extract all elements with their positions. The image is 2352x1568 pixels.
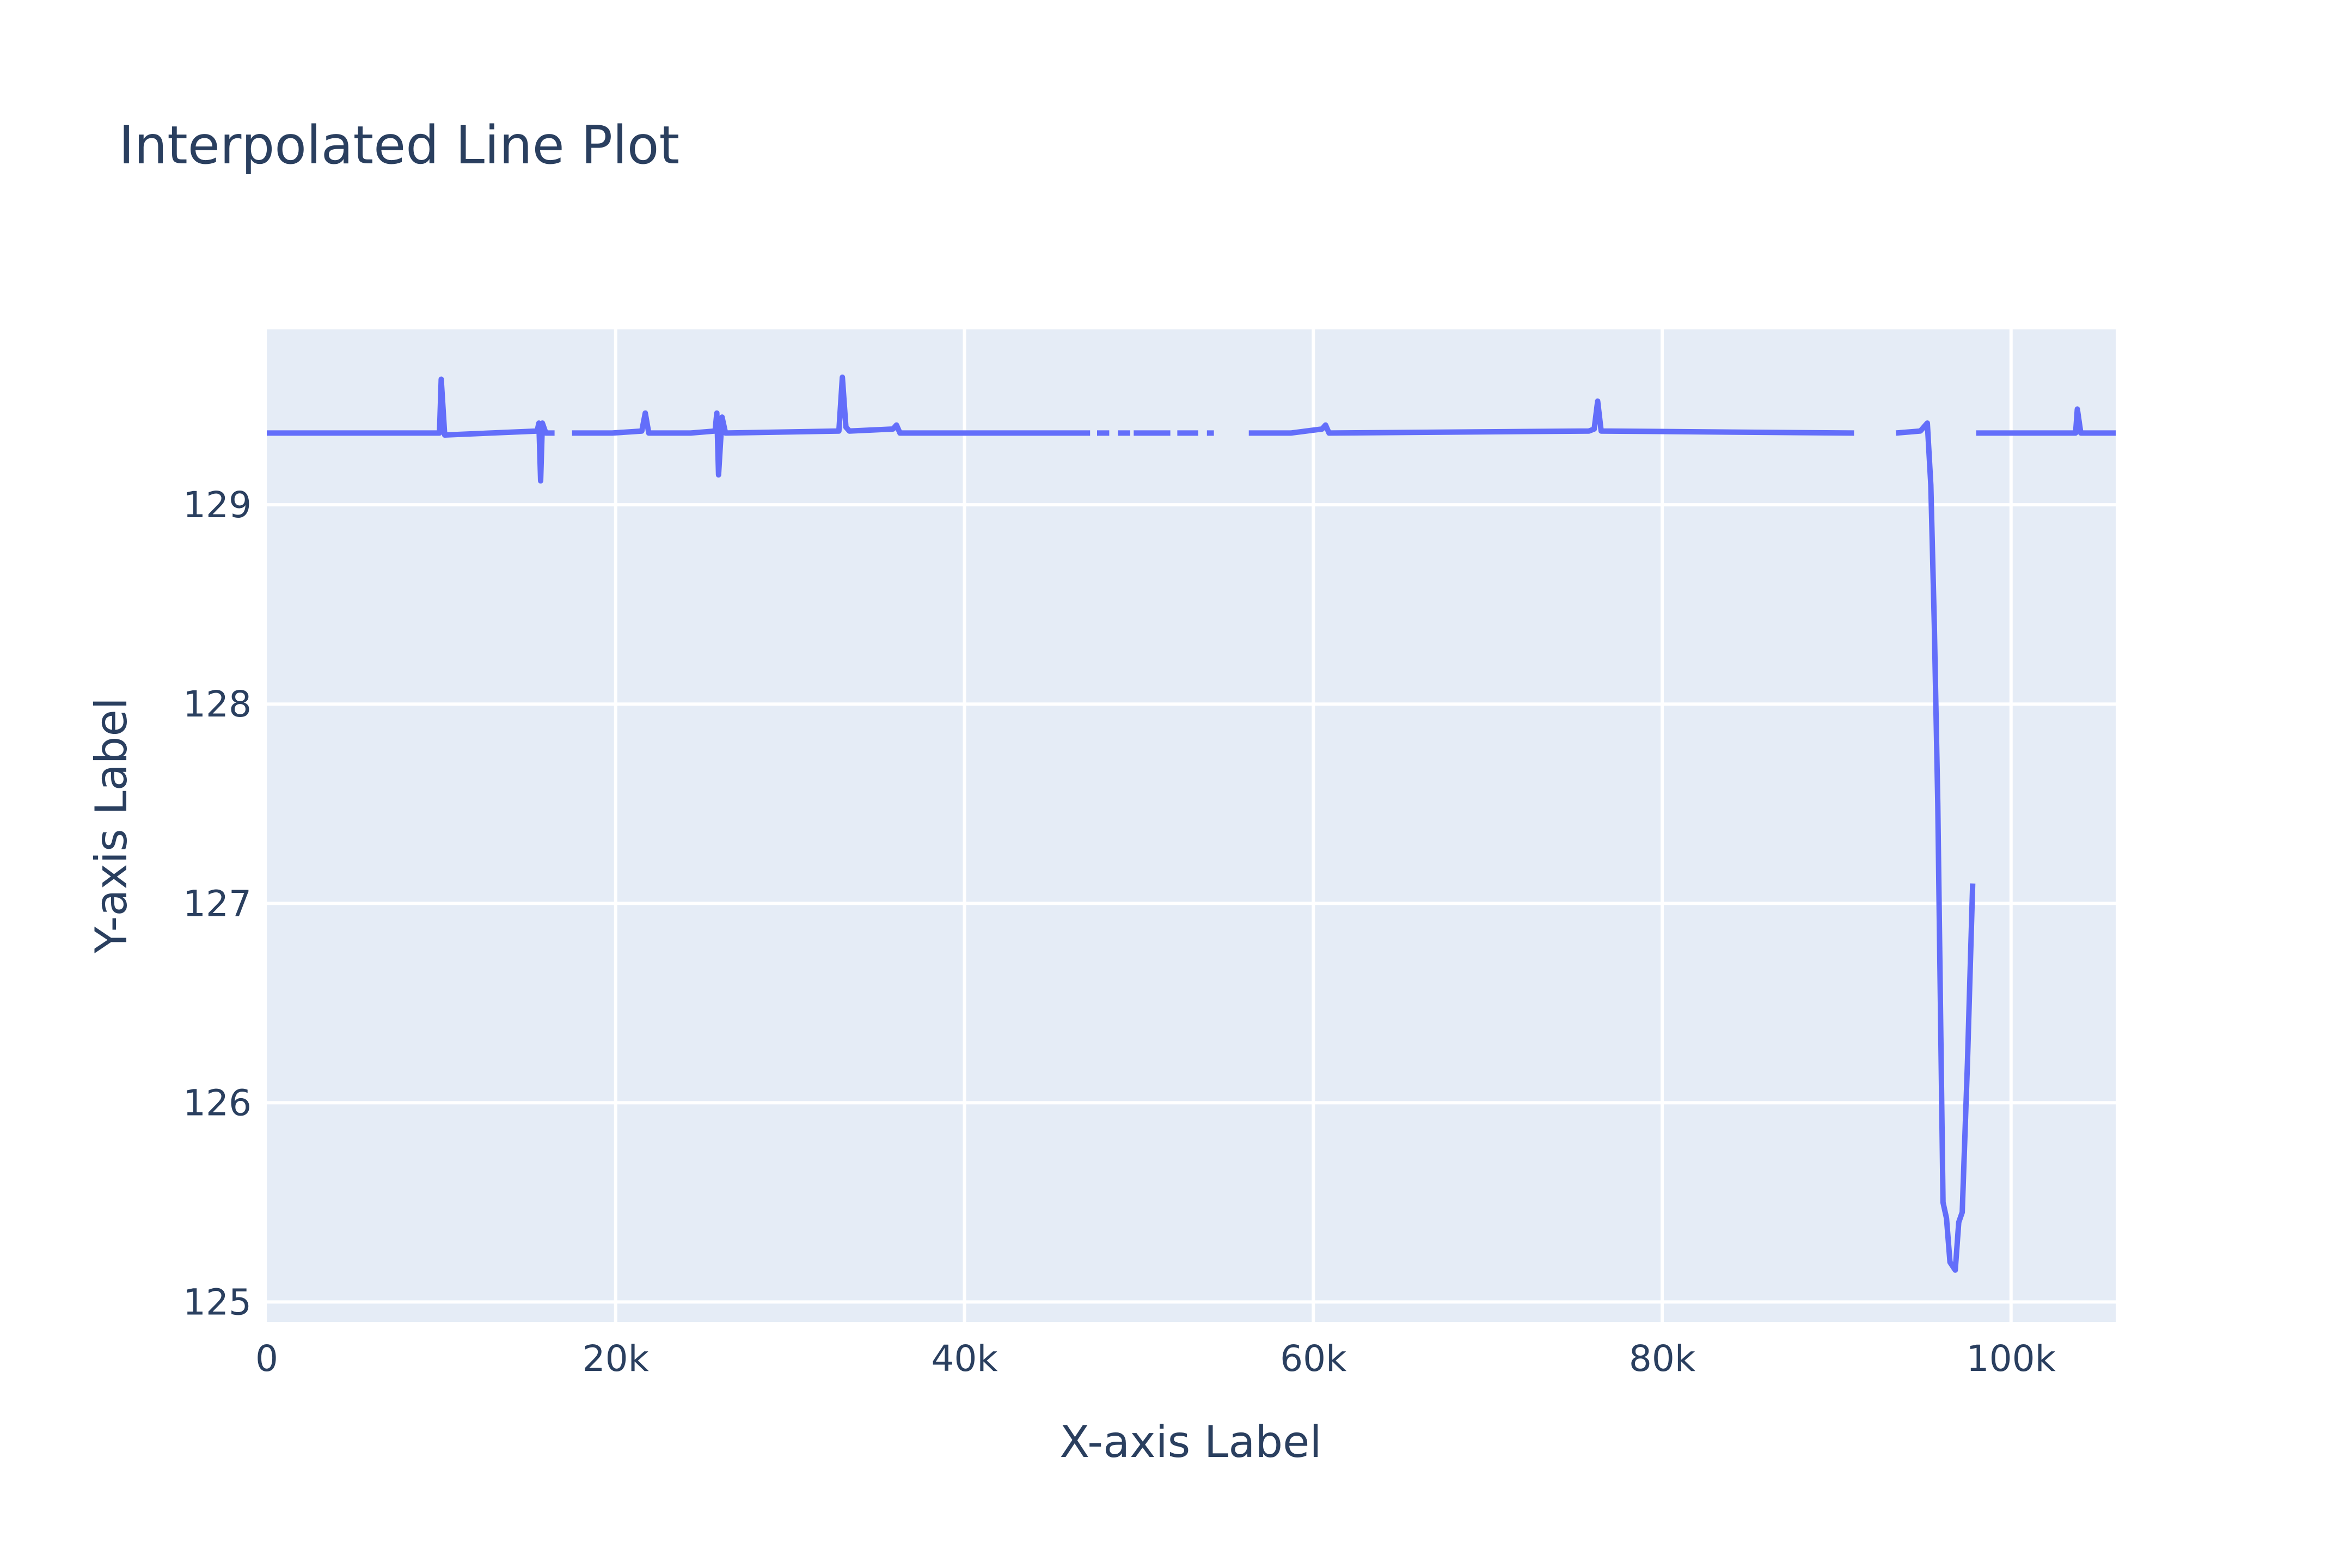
y-tick-label: 129 xyxy=(183,484,252,526)
series-line xyxy=(267,374,2116,1273)
y-tick-label: 125 xyxy=(183,1281,252,1323)
x-tick-label: 40k xyxy=(931,1338,998,1380)
y-tick-label: 126 xyxy=(183,1082,252,1124)
x-axis-title: X-axis Label xyxy=(1059,1417,1321,1467)
x-tick-label: 100k xyxy=(1967,1338,2056,1380)
plot-background xyxy=(267,329,2116,1322)
chart-title: Interpolated Line Plot xyxy=(119,115,679,176)
x-tick-label: 80k xyxy=(1629,1338,1696,1380)
x-tick-label: 60k xyxy=(1280,1338,1347,1380)
x-axis-ticks: 0 20k 40k 60k 80k 100k xyxy=(255,1338,2056,1380)
series-line-segment xyxy=(1248,398,1854,436)
y-tick-label: 127 xyxy=(183,883,252,924)
x-tick-label: 20k xyxy=(583,1338,650,1380)
x-tick-label: 0 xyxy=(255,1338,278,1380)
series-line-segment xyxy=(267,376,555,484)
series-line-segment xyxy=(1895,420,1976,1273)
y-axis-title: Y-axis Label xyxy=(86,697,137,954)
series-line-segment xyxy=(572,374,1091,478)
grid-lines xyxy=(267,329,2116,1322)
y-tick-label: 128 xyxy=(183,683,252,725)
y-axis-ticks: 125 126 127 128 129 xyxy=(183,484,252,1323)
series-line-segment xyxy=(1976,406,2116,436)
